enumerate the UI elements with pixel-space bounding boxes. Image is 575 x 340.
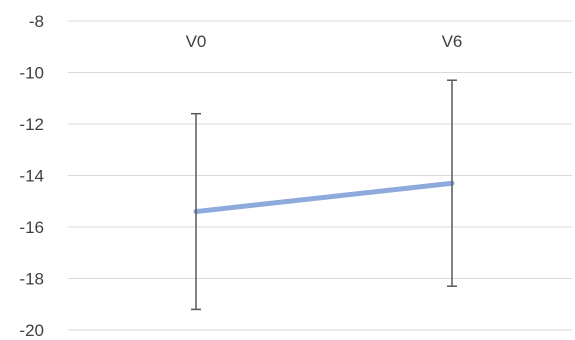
y-tick-label: -8 [29,12,44,31]
gridlines [68,20,572,331]
y-tick-label: -10 [19,64,44,83]
category-labels: V0 V6 [186,32,463,51]
y-tick-label: -14 [19,167,44,186]
y-tick-label: -12 [19,115,44,134]
error-bars [191,79,457,311]
y-tick-label: -18 [19,270,44,289]
y-axis-tick-labels: -8 -10 -12 -14 -16 -18 -20 [19,12,44,340]
category-label: V0 [186,32,207,51]
category-label: V6 [442,32,463,51]
series-line [193,180,455,215]
error-bar [447,79,457,287]
series-lines [193,180,455,215]
y-tick-label: -16 [19,218,44,237]
y-tick-label: -20 [19,321,44,340]
error-bar [191,112,201,311]
